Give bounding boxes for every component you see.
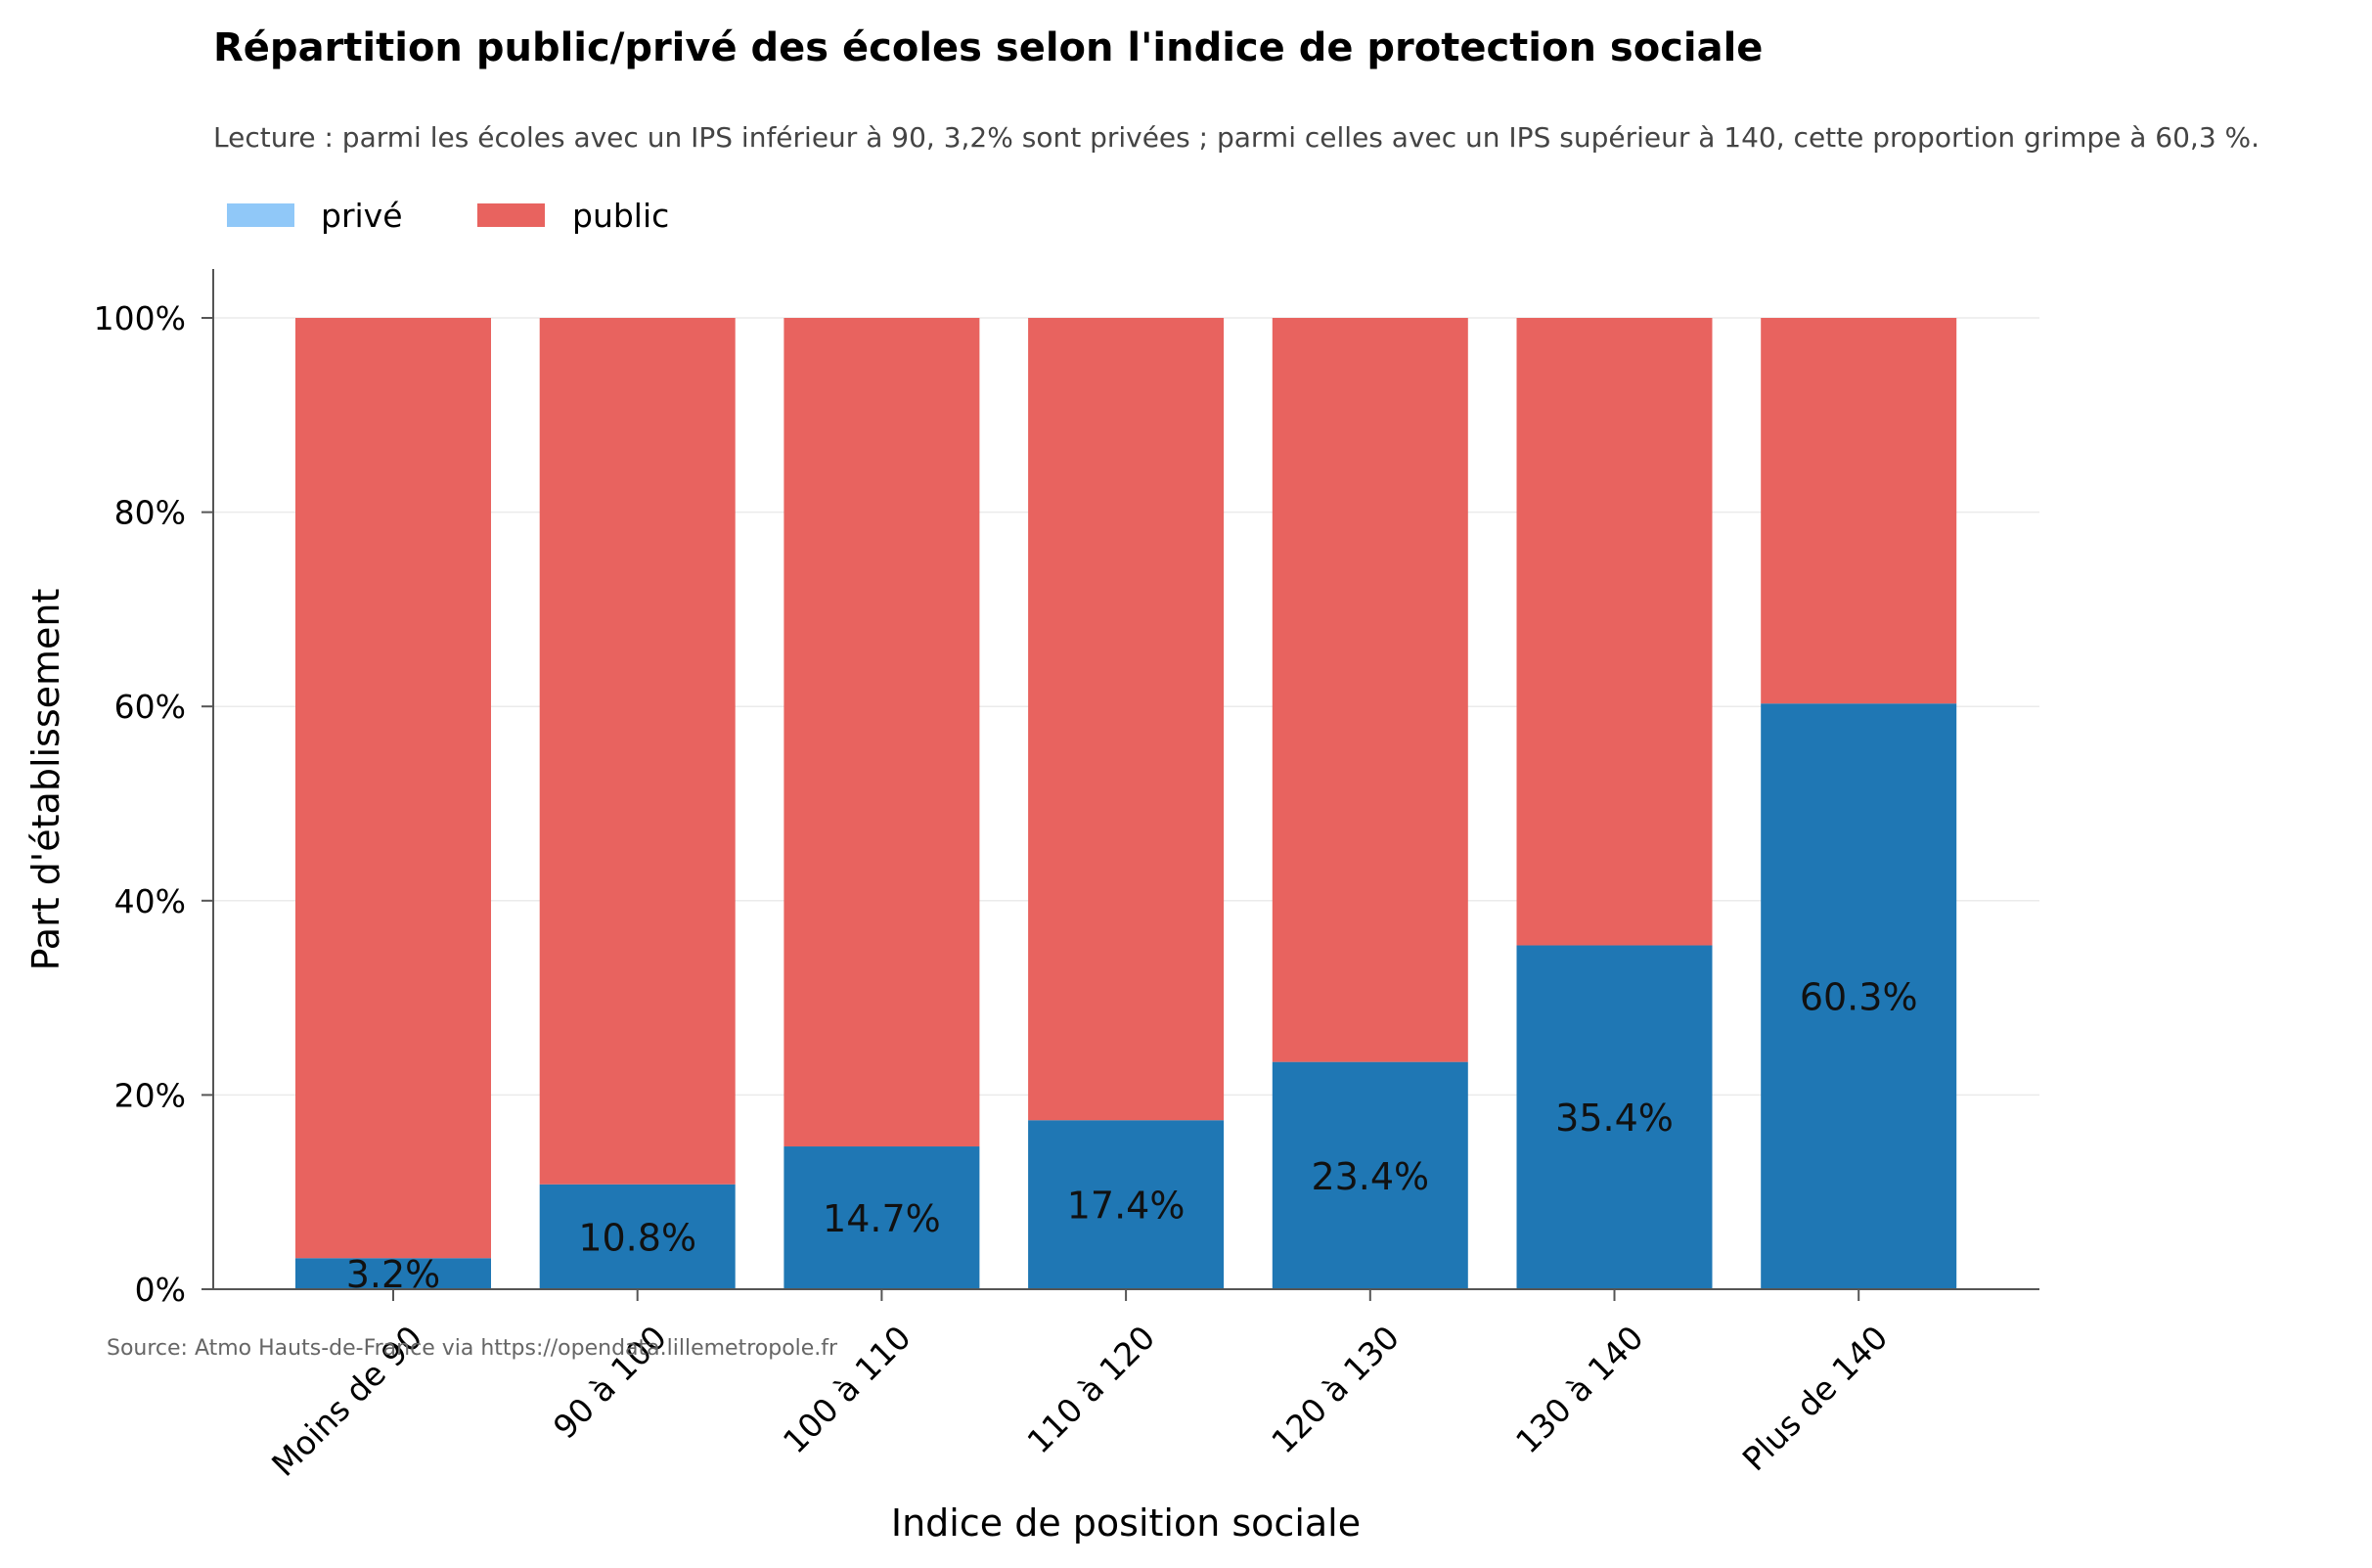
chart-subtitle: Lecture : parmi les écoles avec un IPS i… [213, 121, 2260, 154]
legend-label-public: public [572, 197, 669, 235]
x-tick-label-5: 130 à 140 [1508, 1319, 1651, 1461]
x-axis-label: Indice de position sociale [891, 1501, 1361, 1545]
bar-public-4 [1272, 318, 1468, 1062]
y-tick-label-40: 40% [114, 882, 186, 920]
bar-public-0 [295, 318, 491, 1259]
bar-public-6 [1761, 318, 1957, 704]
y-tick-label-0: 0% [135, 1271, 186, 1309]
bar-prive-3 [1028, 1120, 1225, 1289]
x-ticks: Moins de 90 90 à 100 100 à 110 110 à 120 120… [264, 1289, 1895, 1484]
x-tick-label-3: 110 à 120 [1019, 1319, 1162, 1461]
legend: privé public [227, 197, 669, 235]
data-label-prive-6: 60.3% [1800, 976, 1918, 1019]
y-tick-label-60: 60% [114, 688, 186, 726]
data-label-prive-1: 10.8% [578, 1216, 696, 1259]
bar-public-5 [1516, 318, 1713, 946]
legend-swatch-public [477, 203, 545, 227]
x-tick-label-6: Plus de 140 [1735, 1319, 1896, 1479]
y-ticks: 0% 20% 40% 60% 80% 100% [94, 299, 213, 1309]
bar-prive-6 [1761, 703, 1957, 1289]
bar-prive-0 [295, 1258, 491, 1289]
y-tick-label-100: 100% [94, 299, 186, 337]
bar-prive-1 [539, 1184, 736, 1289]
bar-public-1 [539, 318, 736, 1185]
bars [295, 318, 1957, 1289]
bar-public-3 [1028, 318, 1225, 1121]
data-label-prive-3: 17.4% [1067, 1185, 1186, 1228]
data-label-prive-2: 14.7% [823, 1197, 941, 1240]
x-tick-label-4: 120 à 130 [1264, 1319, 1407, 1461]
y-tick-label-80: 80% [114, 494, 186, 532]
bar-prive-5 [1516, 945, 1713, 1289]
chart-title: Répartition public/privé des écoles selo… [213, 25, 1763, 70]
y-tick-label-20: 20% [114, 1076, 186, 1114]
legend-swatch-prive [227, 203, 294, 227]
data-label-prive-5: 35.4% [1555, 1097, 1674, 1140]
y-axis-label: Part d'établissement [24, 589, 67, 971]
bar-prive-2 [783, 1146, 980, 1289]
data-label-prive-4: 23.4% [1311, 1155, 1429, 1198]
bar-public-2 [783, 318, 980, 1147]
legend-label-prive: privé [321, 197, 403, 235]
bar-prive-4 [1272, 1061, 1468, 1289]
source-note: Source: Atmo Hauts-de-France via https:/… [107, 1336, 838, 1361]
